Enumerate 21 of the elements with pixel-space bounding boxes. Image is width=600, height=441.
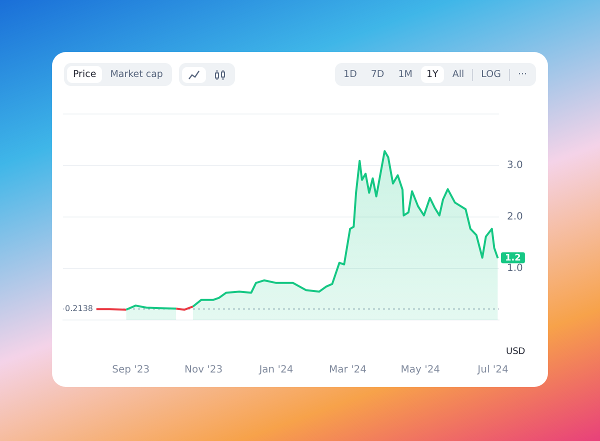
text: LOG — [480, 68, 502, 82]
text: USD — [506, 347, 526, 357]
text: Price — [67, 66, 102, 83]
ref-line-label: 0.2138 — [65, 304, 93, 314]
text: 1M — [397, 68, 414, 82]
x-tick-label: Mar '24 — [328, 364, 366, 376]
x-tick-label: Nov '23 — [184, 364, 223, 376]
text: ··· — [516, 68, 528, 82]
y-tick-label: 1.0 — [507, 263, 523, 274]
annotation: 1.2 — [504, 254, 521, 264]
y-tick-label: 3.0 — [507, 160, 523, 172]
x-tick-label: Jul '24 — [476, 364, 508, 376]
y-tick-label: 2.0 — [507, 212, 523, 223]
text: 7D — [370, 68, 386, 82]
text: 1D — [342, 68, 358, 82]
x-tick-label: Sep '23 — [112, 364, 150, 376]
text: Market cap — [109, 68, 164, 82]
x-tick-label: Jan '24 — [258, 364, 294, 376]
text: 1Y — [420, 66, 444, 83]
text: All — [451, 68, 466, 82]
x-tick-label: May '24 — [400, 364, 440, 376]
